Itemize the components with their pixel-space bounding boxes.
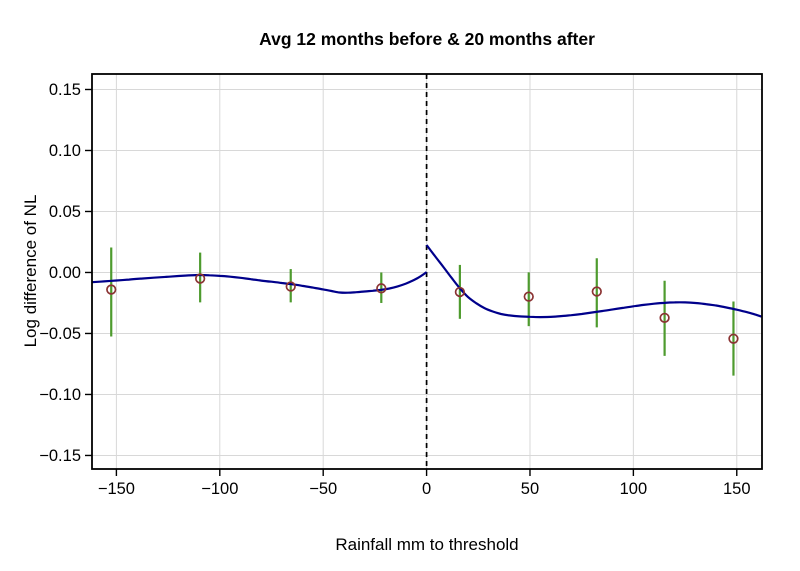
- y-tick-label: 0.05: [49, 203, 81, 221]
- y-tick-label: 0.00: [49, 264, 81, 282]
- data-point-marker: [523, 291, 534, 302]
- chart-title: Avg 12 months before & 20 months after: [259, 29, 595, 49]
- data-point-marker: [454, 286, 466, 298]
- x-tick-label: −150: [98, 480, 135, 498]
- data-point-marker: [285, 281, 296, 292]
- x-tick-label: 50: [521, 480, 539, 498]
- x-axis-title: Rainfall mm to threshold: [335, 535, 519, 554]
- y-tick-label: 0.10: [49, 142, 81, 160]
- data-point-marker: [728, 333, 739, 344]
- data-point-marker: [106, 284, 117, 295]
- y-tick-label: −0.05: [39, 325, 81, 343]
- x-tick-label: 150: [723, 480, 751, 498]
- data-point-marker: [195, 273, 206, 284]
- fit-curve-right: [425, 244, 762, 319]
- y-tick-label: −0.10: [39, 386, 81, 404]
- data-point-marker: [591, 286, 602, 297]
- data-point-marker: [376, 283, 387, 294]
- x-tick-label: 100: [620, 480, 648, 498]
- x-tick-label: 0: [422, 480, 431, 498]
- x-tick-label: −100: [201, 480, 238, 498]
- x-tick-label: −50: [309, 480, 337, 498]
- y-tick-label: −0.15: [39, 447, 81, 465]
- y-tick-label: 0.15: [49, 81, 81, 99]
- data-point-marker: [659, 312, 670, 324]
